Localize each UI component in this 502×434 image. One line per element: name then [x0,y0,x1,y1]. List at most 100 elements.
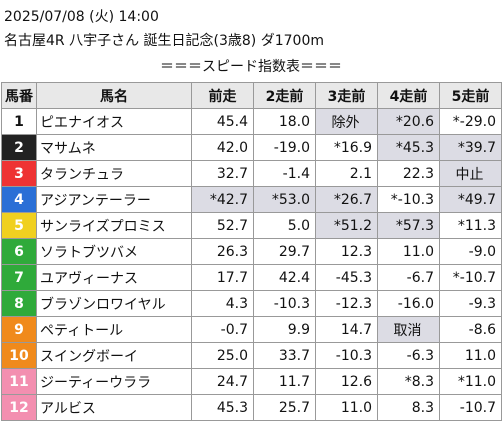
table-body: 1 ピエナイオス 45.4 18.0 除外 *20.6 *-29.0 2 マサムネ 42.0 -19… [1,108,502,421]
horse-number: 11 [1,368,37,395]
horse-number: 3 [1,160,37,187]
speed-index: -6.7 [377,264,440,291]
column-header: 2走前 [253,82,316,109]
speed-index: 42.4 [253,264,316,291]
column-header: 3走前 [315,82,378,109]
speed-index: *-10.3 [377,186,440,213]
speed-index: 25.7 [253,394,316,421]
speed-index: 45.3 [191,394,254,421]
column-header: 前走 [191,82,254,109]
speed-index: 取消 [377,316,440,343]
table-row: 3 タランチュラ 32.7 -1.4 2.1 22.3 中止 [1,160,502,187]
speed-index: 12.6 [315,368,378,395]
speed-index: 12.3 [315,238,378,265]
speed-index: *57.3 [377,212,440,239]
horse-number: 9 [1,316,37,343]
speed-index: -10.3 [253,290,316,317]
speed-index: 11.0 [377,238,440,265]
header-row: 馬番 馬名 前走 2走前 3走前 4走前 5走前 [1,82,502,109]
horse-name: サンライズプロミス [36,212,192,239]
column-header: 馬名 [36,82,192,109]
speed-index: 24.7 [191,368,254,395]
race-line: 名古屋4R 八宇子さん 誕生日記念(3歳8) ダ1700m [4,33,324,49]
horse-number: 8 [1,290,37,317]
speed-index: *11.0 [439,368,502,395]
speed-index: *8.3 [377,368,440,395]
speed-index: 22.3 [377,160,440,187]
speed-index: -6.3 [377,342,440,369]
speed-index: 33.7 [253,342,316,369]
speed-index: *-29.0 [439,108,502,135]
table-row: 4 アジアンテーラー *42.7 *53.0 *26.7 *-10.3 *49.7 [1,186,502,213]
horse-name: ユアヴィーナス [36,264,192,291]
speed-index: 26.3 [191,238,254,265]
speed-index: -1.4 [253,160,316,187]
speed-index: *-10.7 [439,264,502,291]
table-row: 7 ユアヴィーナス 17.7 42.4 -45.3 -6.7 *-10.7 [1,264,502,291]
horse-number: 7 [1,264,37,291]
speed-index: 4.3 [191,290,254,317]
table-row: 6 ソラトブツバメ 26.3 29.7 12.3 11.0 -9.0 [1,238,502,265]
speed-index: 42.0 [191,134,254,161]
table-row: 8 ブラゾンロワイヤル 4.3 -10.3 -12.3 -16.0 -9.3 [1,290,502,317]
horse-name: ブラゾンロワイヤル [36,290,192,317]
speed-index: -16.0 [377,290,440,317]
horse-number: 2 [1,134,37,161]
speed-index: *26.7 [315,186,378,213]
speed-index: 52.7 [191,212,254,239]
table-row: 12 アルビス 45.3 25.7 11.0 8.3 -10.7 [1,394,502,421]
speed-index: 11.7 [253,368,316,395]
horse-name: アルビス [36,394,192,421]
speed-index: *45.3 [377,134,440,161]
speed-index: 11.0 [315,394,378,421]
speed-index: -9.3 [439,290,502,317]
speed-index: -8.6 [439,316,502,343]
speed-index: 9.9 [253,316,316,343]
horse-name: タランチュラ [36,160,192,187]
horse-name: アジアンテーラー [36,186,192,213]
speed-index: -10.7 [439,394,502,421]
speed-index: 除外 [315,108,378,135]
date-line: 2025/07/08 (火) 14:00 [4,9,159,25]
speed-index: *39.7 [439,134,502,161]
speed-index: 2.1 [315,160,378,187]
table-row: 11 ジーティーウララ 24.7 11.7 12.6 *8.3 *11.0 [1,368,502,395]
column-header: 5走前 [439,82,502,109]
speed-index: -9.0 [439,238,502,265]
horse-name: ジーティーウララ [36,368,192,395]
horse-number: 12 [1,394,37,421]
speed-index: -0.7 [191,316,254,343]
speed-index: 29.7 [253,238,316,265]
speed-index: *53.0 [253,186,316,213]
speed-index: -19.0 [253,134,316,161]
table-row: 2 マサムネ 42.0 -19.0 *16.9 *45.3 *39.7 [1,134,502,161]
speed-index: -45.3 [315,264,378,291]
speed-index: 中止 [439,160,502,187]
speed-index: 45.4 [191,108,254,135]
speed-index: 14.7 [315,316,378,343]
horse-name: ピエナイオス [36,108,192,135]
speed-index: 32.7 [191,160,254,187]
column-header: 4走前 [377,82,440,109]
table-title: ＝＝＝スピード指数表＝＝＝ [160,59,342,75]
speed-index: 11.0 [439,342,502,369]
speed-index: *42.7 [191,186,254,213]
horse-name: ソラトブツバメ [36,238,192,265]
speed-index: 18.0 [253,108,316,135]
speed-index: -10.3 [315,342,378,369]
speed-index: *49.7 [439,186,502,213]
horse-name: マサムネ [36,134,192,161]
horse-number: 1 [1,108,37,135]
speed-index: *11.3 [439,212,502,239]
speed-index: 5.0 [253,212,316,239]
table-row: 1 ピエナイオス 45.4 18.0 除外 *20.6 *-29.0 [1,108,502,135]
speed-index: *16.9 [315,134,378,161]
horse-number: 5 [1,212,37,239]
speed-index: 8.3 [377,394,440,421]
table-row: 10 スイングボーイ 25.0 33.7 -10.3 -6.3 11.0 [1,342,502,369]
speed-table: 馬番 馬名 前走 2走前 3走前 4走前 5走前 1 ピエナイオス 45.4 18.0 除外 *20.… [1,82,502,421]
speed-index: -12.3 [315,290,378,317]
speed-index: *20.6 [377,108,440,135]
table-row: 9 ペティトール -0.7 9.9 14.7 取消 -8.6 [1,316,502,343]
